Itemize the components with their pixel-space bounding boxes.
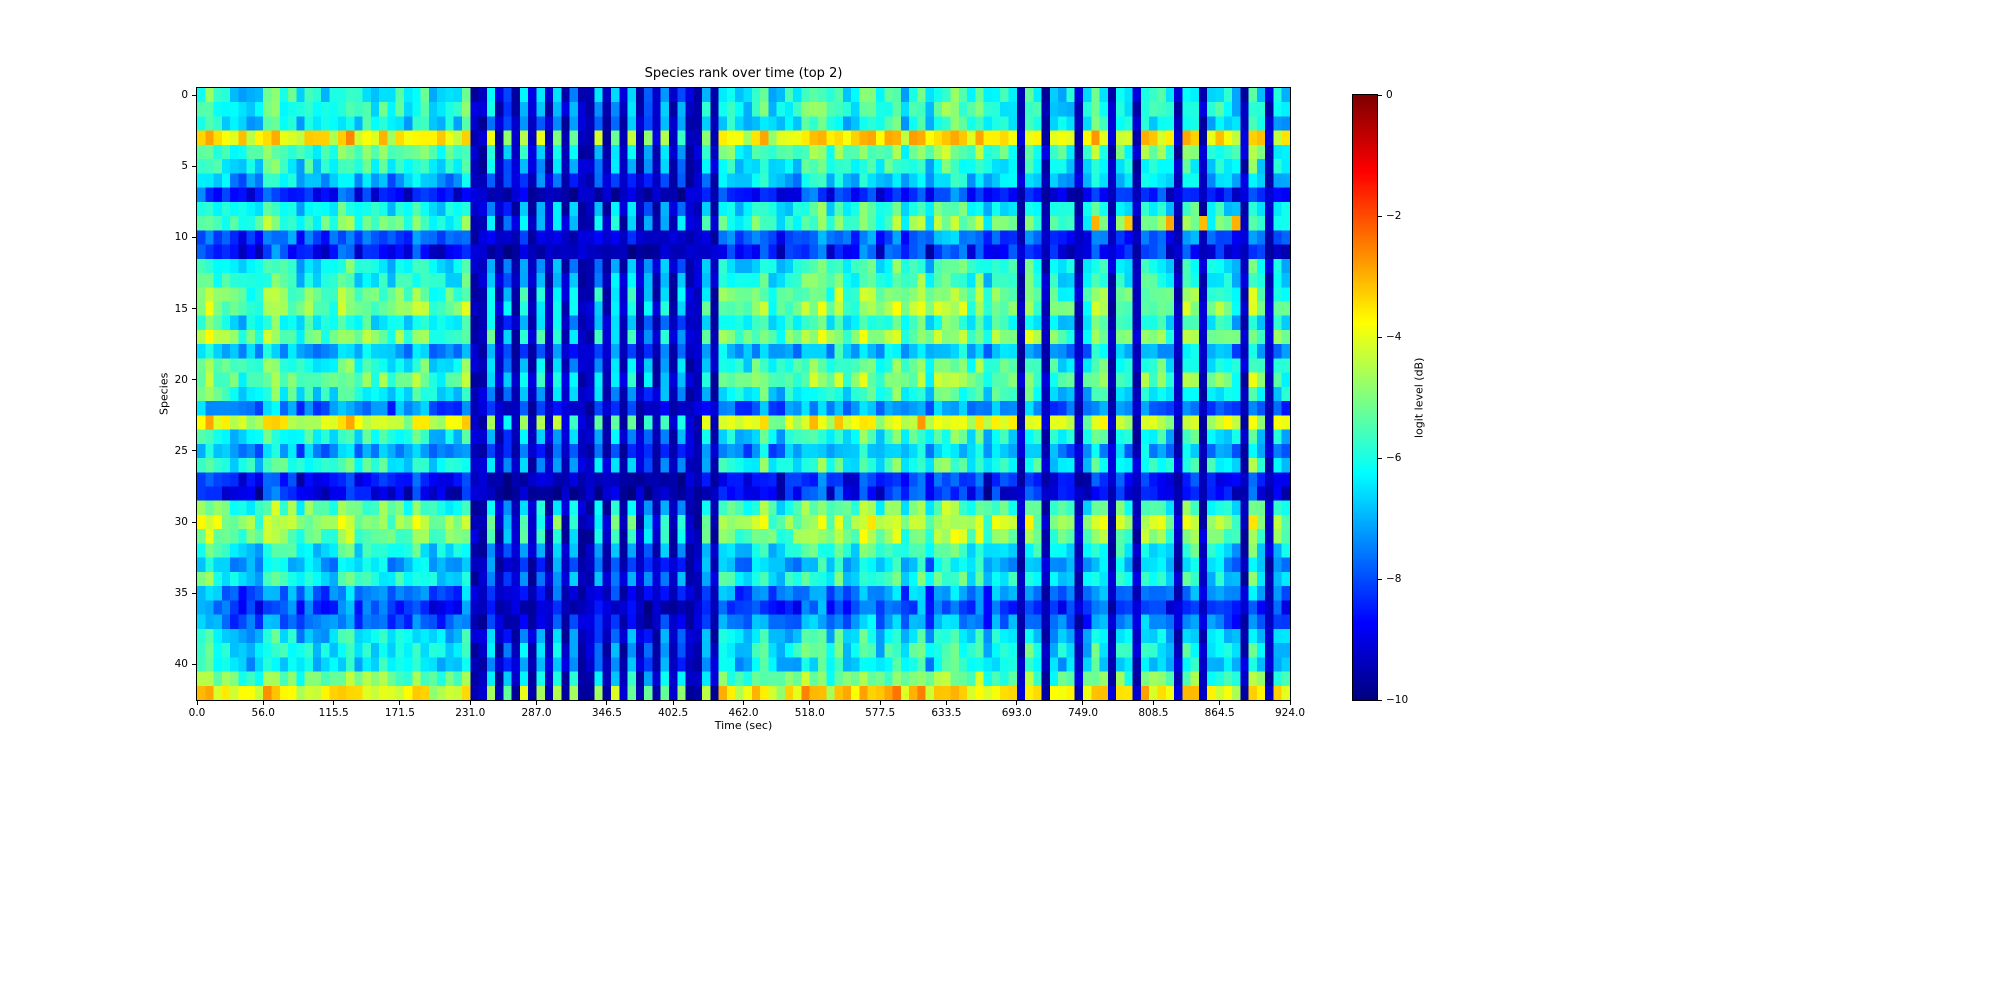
x-tick-label: 749.0 bbox=[1067, 707, 1099, 719]
x-tick-mark bbox=[743, 701, 744, 705]
colorbar-tick-label: −10 bbox=[1386, 694, 1409, 706]
y-tick-mark bbox=[192, 379, 196, 381]
x-tick-mark bbox=[1016, 701, 1018, 705]
y-tick-label: 20 bbox=[174, 373, 188, 386]
y-tick-label: 25 bbox=[174, 444, 188, 457]
y-tick-mark bbox=[192, 94, 196, 96]
x-tick-mark bbox=[399, 701, 401, 705]
colorbar-tick-mark bbox=[1378, 336, 1382, 338]
x-tick-label: 0.0 bbox=[188, 707, 206, 719]
y-tick-mark bbox=[192, 663, 196, 665]
y-tick-label: 0 bbox=[181, 89, 188, 102]
chart-title: Species rank over time (top 2) bbox=[644, 66, 843, 81]
colorbar-tick-mark bbox=[1378, 457, 1382, 459]
colorbar-gradient bbox=[1352, 94, 1378, 701]
x-tick-mark bbox=[1082, 701, 1084, 705]
x-tick-mark bbox=[672, 701, 674, 705]
y-tick-mark bbox=[192, 521, 196, 523]
x-tick-mark bbox=[879, 701, 881, 705]
x-tick-mark bbox=[262, 701, 264, 705]
y-tick-label: 10 bbox=[174, 231, 188, 244]
colorbar-tick-mark bbox=[1378, 94, 1382, 96]
colorbar-tick-mark bbox=[1378, 215, 1382, 217]
x-tick-label: 518.0 bbox=[794, 707, 825, 719]
x-tick-mark bbox=[809, 701, 811, 705]
heatmap-image bbox=[196, 87, 1291, 701]
colorbar-tick-label: 0 bbox=[1386, 89, 1393, 101]
x-tick-label: 462.0 bbox=[728, 707, 759, 719]
colorbar-tick-label: −6 bbox=[1386, 452, 1402, 464]
x-tick-label: 231.0 bbox=[455, 707, 486, 719]
y-tick-label: 40 bbox=[174, 658, 188, 671]
x-tick-mark bbox=[945, 701, 947, 705]
x-tick-mark bbox=[535, 701, 537, 705]
x-tick-label: 693.0 bbox=[1001, 707, 1032, 719]
y-tick-label: 35 bbox=[174, 587, 188, 600]
x-tick-mark bbox=[1219, 701, 1221, 705]
x-tick-label: 287.0 bbox=[521, 707, 552, 719]
x-tick-label: 56.0 bbox=[251, 707, 275, 719]
x-tick-mark bbox=[1152, 701, 1154, 705]
x-tick-label: 577.5 bbox=[865, 707, 896, 719]
x-tick-label: 402.5 bbox=[658, 707, 689, 719]
x-tick-label: 346.5 bbox=[591, 707, 622, 719]
y-tick-mark bbox=[192, 450, 196, 452]
y-tick-mark bbox=[192, 592, 196, 594]
y-tick-mark bbox=[192, 236, 196, 238]
x-tick-mark bbox=[196, 701, 198, 705]
colorbar-tick-mark bbox=[1378, 578, 1382, 580]
colorbar-tick-label: −8 bbox=[1386, 573, 1402, 585]
x-tick-label: 633.5 bbox=[931, 707, 962, 719]
plot-area: 0.0 56.0 115.5 171.5 231.0 287.0 346.5 402.5 462… bbox=[175, 87, 1305, 719]
x-tick-label: 864.5 bbox=[1204, 707, 1235, 719]
x-tick-label: 808.5 bbox=[1138, 707, 1169, 719]
x-tick-mark bbox=[333, 701, 335, 705]
y-tick-label: 15 bbox=[174, 302, 188, 315]
colorbar-tick-mark bbox=[1378, 699, 1382, 701]
y-tick-mark bbox=[192, 165, 196, 167]
colorbar: 0 −2 −4 −6 −8 −10 logit level (dB) bbox=[1352, 89, 1426, 706]
x-tick-mark bbox=[469, 701, 471, 705]
x-tick-label: 115.5 bbox=[318, 707, 349, 719]
x-tick-label: 171.5 bbox=[384, 707, 415, 719]
y-tick-label: 5 bbox=[181, 160, 188, 173]
x-tick-mark bbox=[1289, 701, 1291, 705]
colorbar-tick-label: −4 bbox=[1386, 331, 1402, 343]
y-tick-mark bbox=[192, 308, 196, 310]
x-tick-mark bbox=[606, 701, 608, 705]
x-tick-label: 924.0 bbox=[1274, 707, 1306, 719]
x-axis-label: Time (sec) bbox=[714, 719, 773, 732]
y-tick-label: 30 bbox=[174, 516, 188, 529]
colorbar-label: logit level (dB) bbox=[1412, 357, 1426, 438]
colorbar-tick-label: −2 bbox=[1386, 210, 1402, 222]
y-axis-label: Species bbox=[157, 372, 171, 416]
